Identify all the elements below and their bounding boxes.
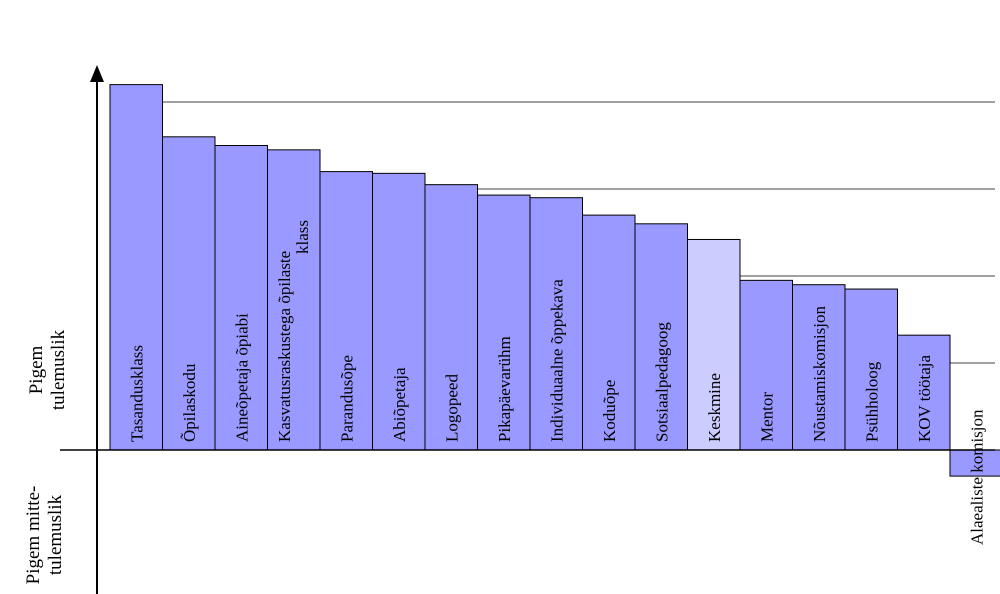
bar-9	[582, 214, 636, 451]
negative-axis-label-line1: Pigem mitte-	[23, 486, 44, 585]
bar-8	[529, 197, 583, 451]
category-label-6: Logopeed	[442, 374, 461, 442]
gridlines	[162, 101, 995, 364]
category-label-2: Aineõpetaja õpiabi	[232, 313, 251, 442]
bar-4	[319, 171, 373, 451]
category-label-7: Pikapäevarühm	[495, 336, 514, 442]
negative-axis-label-line2: tulemuslik	[45, 494, 66, 575]
category-label-13: Nõustamiskomisjon	[810, 305, 829, 442]
category-label-9: Koduõpe	[600, 380, 619, 442]
bar-15	[897, 334, 951, 451]
category-label-11: Keskmine	[705, 373, 724, 442]
category-label-5: Abiõpetaja	[390, 367, 409, 442]
bar-3	[267, 149, 321, 451]
bar-13	[792, 284, 846, 451]
category-label-8: Individuaalne õppekava	[547, 279, 566, 442]
positive-axis-label-line1: Pigem	[26, 346, 47, 395]
bar-11	[687, 238, 741, 451]
bar-2	[214, 145, 268, 451]
axis-arrow-up-icon	[90, 65, 104, 82]
category-label-12: Mentor	[757, 392, 776, 442]
bar-series	[109, 84, 1000, 477]
category-label-0: Tasandusklass	[127, 345, 146, 442]
category-label-16: Alaealiste komisjon	[967, 409, 986, 545]
category-label-1: Õpilaskodu	[180, 363, 199, 442]
bar-10	[634, 223, 688, 451]
positive-axis-label-line2: tulemuslik	[48, 329, 69, 410]
bar-labels: Tasandusklass Õpilaskodu Aineõpetaja õpiab…	[127, 220, 986, 545]
bar-0	[109, 84, 163, 451]
category-label-15: KOV töötaja	[915, 355, 934, 442]
category-label-3: Kasvatusraskustega õpilasteklass	[275, 220, 312, 442]
bar-5	[372, 172, 426, 451]
category-label-4: Parandusõpe	[337, 355, 356, 442]
category-label-14: Psühholoog	[862, 361, 881, 442]
category-label-10: Sotsiaalpedagoog	[652, 322, 671, 442]
